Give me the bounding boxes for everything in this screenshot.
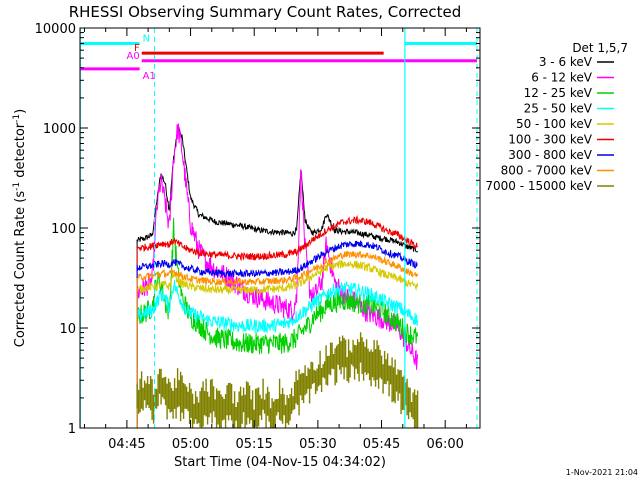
- legend-label-8: 800 - 7000 keV: [501, 164, 593, 178]
- y-tick-label-2: 10: [59, 322, 76, 337]
- legend-entry-5: 50 - 100 keV: [516, 117, 614, 131]
- legend-entry-3: 12 - 25 keV: [524, 86, 614, 100]
- y-tick-label-3: 100: [51, 222, 76, 237]
- flag-label-n: N: [143, 33, 150, 44]
- x-tick-label-4: 05:30: [299, 437, 336, 452]
- flag-a0: A0: [127, 51, 478, 63]
- y-axis-ticks: 1 10 100 1000 10000: [35, 22, 480, 437]
- y-axis-label-main: Corrected Count Rate (s: [13, 191, 28, 348]
- legend-label-2: 6 - 12 keV: [531, 71, 593, 85]
- legend-entry-1: 3 - 6 keV: [539, 55, 614, 69]
- series-line-7: [136, 240, 419, 428]
- y-axis-label-end: ): [13, 109, 28, 114]
- flag-label-a0: A0: [127, 51, 140, 62]
- series-5: [136, 260, 419, 428]
- y-tick-label-1: 1: [68, 422, 76, 437]
- series-7: [136, 240, 419, 428]
- flag-n: N: [80, 33, 478, 45]
- legend-entry-6: 100 - 300 keV: [508, 133, 614, 147]
- legend-label-1: 3 - 6 keV: [539, 55, 593, 69]
- series-line-6: [136, 215, 418, 428]
- series-line-9: [136, 332, 419, 428]
- flag-label-f: F: [134, 43, 140, 54]
- y-axis-label-sup1: -1: [12, 182, 22, 191]
- legend-label-7: 300 - 800 keV: [508, 148, 592, 162]
- y-axis-label: Corrected Count Rate (s-1 detector-1): [12, 109, 28, 347]
- legend-entry-4: 25 - 50 keV: [524, 102, 614, 116]
- flag-f: F: [134, 43, 384, 55]
- series-layer: [136, 122, 419, 428]
- x-tick-label-1: 04:45: [108, 437, 145, 452]
- x-tick-label-3: 05:15: [235, 437, 272, 452]
- legend-entry-8: 800 - 7000 keV: [501, 164, 614, 178]
- legend-label-5: 50 - 100 keV: [516, 117, 593, 131]
- y-tick-label-4: 1000: [43, 122, 76, 137]
- x-tick-label-5: 05:45: [363, 437, 400, 452]
- y-axis-label-mid: detector: [13, 122, 28, 182]
- flag-a1: A1: [80, 67, 156, 82]
- series-line-4: [136, 280, 419, 428]
- legend-header: Det 1,5,7: [572, 41, 628, 55]
- plot-frame: [79, 27, 481, 429]
- y-tick-label-5: 10000: [35, 22, 76, 37]
- series-6: [136, 215, 418, 428]
- series-line-2: [136, 122, 419, 428]
- markers-layer: [79, 28, 478, 428]
- y-axis-label-sup2: -1: [12, 114, 22, 123]
- legend-label-3: 12 - 25 keV: [524, 86, 593, 100]
- series-1: [136, 126, 419, 428]
- legend-entry-7: 300 - 800 keV: [508, 148, 614, 162]
- series-8: [136, 250, 419, 428]
- series-line-5: [136, 260, 419, 428]
- series-line-1: [136, 126, 419, 428]
- x-axis-label: Start Time (04-Nov-15 04:34:02): [174, 455, 386, 470]
- x-tick-label-2: 05:00: [172, 437, 209, 452]
- series-line-8: [136, 250, 419, 428]
- series-2: [136, 122, 419, 428]
- chart-title: RHESSI Observing Summary Count Rates, Co…: [69, 3, 462, 21]
- legend-label-4: 25 - 50 keV: [524, 102, 593, 116]
- legend-entry-2: 6 - 12 keV: [531, 71, 614, 85]
- flag-label-a1: A1: [143, 71, 156, 82]
- series-9: [136, 332, 419, 428]
- footer-timestamp: 1-Nov-2021 21:04: [566, 468, 638, 477]
- x-tick-label-6: 06:00: [426, 437, 463, 452]
- x-axis-ticks: 04:45 05:00 05:15 05:30 05:45 06:00: [83, 28, 467, 452]
- legend-label-9: 7000 - 15000 keV: [485, 179, 592, 193]
- legend-label-6: 100 - 300 keV: [508, 133, 592, 147]
- series-4: [136, 280, 419, 428]
- legend-entry-9: 7000 - 15000 keV: [485, 179, 614, 193]
